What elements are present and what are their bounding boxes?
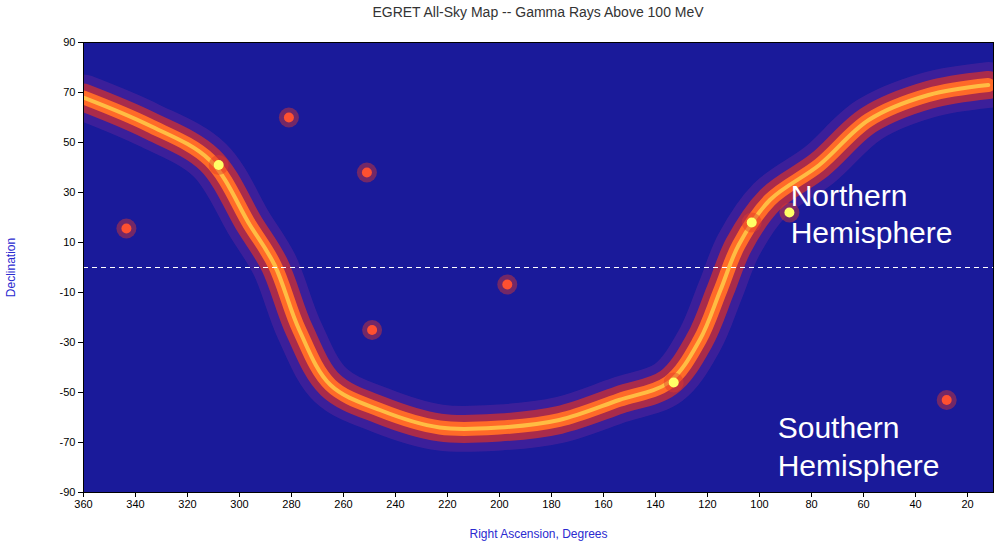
svg-text:260: 260 (334, 498, 352, 510)
svg-text:Declination: Declination (4, 238, 18, 297)
html-text:EGRET All-Sky Map -- Gamma Ray: EGRET All-Sky Map -- Gamma Rays Above 10… (372, 4, 704, 20)
svg-text:80: 80 (805, 498, 817, 510)
svg-text:300: 300 (230, 498, 248, 510)
svg-text:-50: -50 (60, 386, 76, 398)
svg-text:10: 10 (63, 236, 75, 248)
svg-text:140: 140 (646, 498, 664, 510)
svg-text:90: 90 (63, 36, 75, 48)
svg-text:360: 360 (74, 498, 92, 510)
svg-text:-10: -10 (60, 286, 76, 298)
svg-text:160: 160 (594, 498, 612, 510)
svg-text:340: 340 (126, 498, 144, 510)
svg-text:200: 200 (490, 498, 508, 510)
svg-text:SouthernHemisphere: SouthernHemisphere (778, 411, 940, 482)
svg-text:NorthernHemisphere: NorthernHemisphere (791, 179, 953, 250)
svg-text:-70: -70 (60, 436, 76, 448)
svg-text:180: 180 (542, 498, 560, 510)
svg-text:30: 30 (63, 186, 75, 198)
svg-text:120: 120 (698, 498, 716, 510)
svg-text:280: 280 (282, 498, 300, 510)
svg-text:60: 60 (857, 498, 869, 510)
svg-text:100: 100 (750, 498, 768, 510)
svg-text:20: 20 (961, 498, 973, 510)
svg-text:-90: -90 (60, 486, 76, 498)
svg-text:320: 320 (178, 498, 196, 510)
svg-text:240: 240 (386, 498, 404, 510)
svg-text:40: 40 (909, 498, 921, 510)
svg-text:50: 50 (63, 136, 75, 148)
svg-text:70: 70 (63, 86, 75, 98)
svg-text:Right Ascension, Degrees: Right Ascension, Degrees (469, 527, 607, 541)
svg-text:220: 220 (438, 498, 456, 510)
svg-text:-30: -30 (60, 336, 76, 348)
